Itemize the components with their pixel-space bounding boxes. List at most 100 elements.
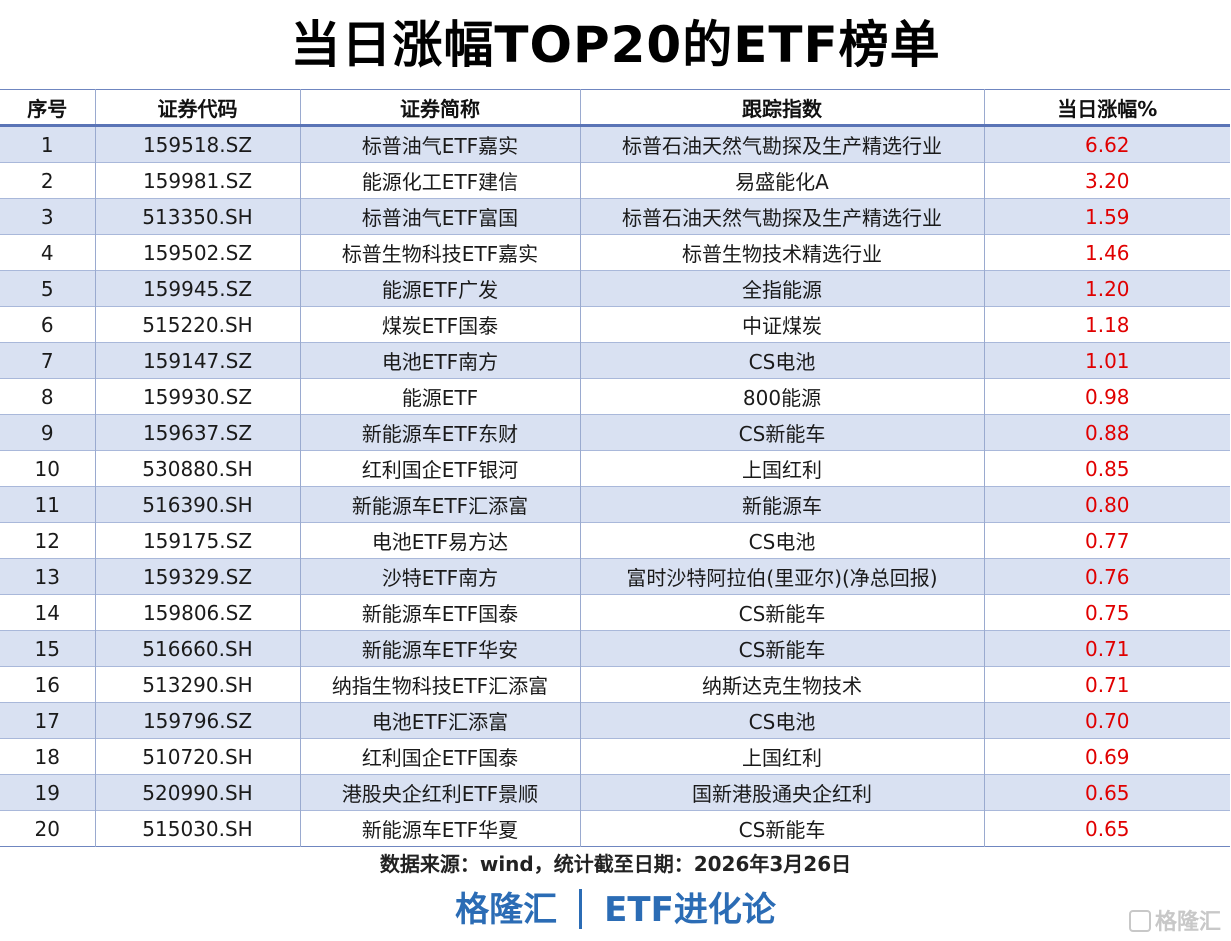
brand-column-name: ETF进化论 xyxy=(604,890,776,930)
daily-change-cell: 3.20 xyxy=(1084,168,1130,193)
table-row: 4 159502.SZ 标普生物科技ETF嘉实 标普生物技术精选行业 1.46 xyxy=(0,234,1230,271)
security-name-cell: 标普生物科技ETF嘉实 xyxy=(300,234,581,271)
security-code-cell: 516660.SH xyxy=(95,630,301,667)
table-row: 3 513350.SH 标普油气ETF富国 标普石油天然气勘探及生产精选行业 1.59 xyxy=(0,198,1230,235)
brand-divider xyxy=(579,888,583,929)
daily-change-cell: 1.20 xyxy=(1084,276,1130,301)
rank-cell: 15 xyxy=(0,630,96,667)
security-code-cell: 513290.SH xyxy=(95,666,301,703)
security-code-cell: 516390.SH xyxy=(95,486,301,523)
rank-cell: 20 xyxy=(0,810,96,847)
tracking-index-cell: 纳斯达克生物技术 xyxy=(580,666,985,703)
security-code-cell: 159175.SZ xyxy=(95,522,301,559)
security-name-cell: 红利国企ETF国泰 xyxy=(300,738,581,775)
daily-change-cell: 0.69 xyxy=(1084,744,1130,769)
rank-cell: 12 xyxy=(0,522,96,559)
table-row: 16 513290.SH 纳指生物科技ETF汇添富 纳斯达克生物技术 0.71 xyxy=(0,666,1230,703)
table-row: 8 159930.SZ 能源ETF 800能源 0.98 xyxy=(0,378,1230,415)
tracking-index-cell: CS电池 xyxy=(580,522,985,559)
table-row: 13 159329.SZ 沙特ETF南方 富时沙特阿拉伯(里亚尔)(净总回报) 0.76 xyxy=(0,558,1230,595)
rank-cell: 10 xyxy=(0,450,96,487)
security-code-cell: 159796.SZ xyxy=(95,702,301,739)
data-source-note: 数据来源：wind，统计截至日期：2026年3月26日 xyxy=(379,852,852,876)
tracking-index-cell: CS新能车 xyxy=(580,594,985,631)
table-row: 12 159175.SZ 电池ETF易方达 CS电池 0.77 xyxy=(0,522,1230,559)
security-name-cell: 电池ETF南方 xyxy=(300,342,581,379)
tracking-index-cell: 标普石油天然气勘探及生产精选行业 xyxy=(580,125,985,163)
tracking-index-cell: 富时沙特阿拉伯(里亚尔)(净总回报) xyxy=(580,558,985,595)
security-name-cell: 新能源车ETF华安 xyxy=(300,630,581,667)
tracking-index-cell: CS新能车 xyxy=(580,810,985,847)
rank-cell: 18 xyxy=(0,738,96,775)
column-header-code: 证券代码 xyxy=(95,89,301,127)
daily-change-cell: 1.59 xyxy=(1084,204,1130,229)
daily-change-cell: 1.01 xyxy=(1084,348,1130,373)
table-row: 5 159945.SZ 能源ETF广发 全指能源 1.20 xyxy=(0,270,1230,307)
security-name-cell: 新能源车ETF东财 xyxy=(300,414,581,451)
security-name-cell: 新能源车ETF国泰 xyxy=(300,594,581,631)
table-row: 14 159806.SZ 新能源车ETF国泰 CS新能车 0.75 xyxy=(0,594,1230,631)
rank-cell: 4 xyxy=(0,234,96,271)
tracking-index-cell: CS电池 xyxy=(580,342,985,379)
column-header-rank: 序号 xyxy=(0,89,96,127)
security-name-cell: 港股央企红利ETF景顺 xyxy=(300,774,581,811)
tracking-index-cell: 中证煤炭 xyxy=(580,306,985,343)
tracking-index-cell: 全指能源 xyxy=(580,270,985,307)
security-code-cell: 159502.SZ xyxy=(95,234,301,271)
security-code-cell: 530880.SH xyxy=(95,450,301,487)
daily-change-cell: 0.75 xyxy=(1084,600,1130,625)
tracking-index-cell: CS电池 xyxy=(580,702,985,739)
security-name-cell: 红利国企ETF银河 xyxy=(300,450,581,487)
security-code-cell: 510720.SH xyxy=(95,738,301,775)
security-code-cell: 159981.SZ xyxy=(95,162,301,199)
security-code-cell: 159930.SZ xyxy=(95,378,301,415)
security-name-cell: 标普油气ETF富国 xyxy=(300,198,581,235)
rank-cell: 8 xyxy=(0,378,96,415)
daily-change-cell: 6.62 xyxy=(1084,132,1130,157)
security-name-cell: 标普油气ETF嘉实 xyxy=(300,125,581,163)
tracking-index-cell: 国新港股通央企红利 xyxy=(580,774,985,811)
table-header-row: 序号 证券代码 证券简称 跟踪指数 当日涨幅% xyxy=(0,89,1230,127)
security-code-cell: 515030.SH xyxy=(95,810,301,847)
security-name-cell: 能源化工ETF建信 xyxy=(300,162,581,199)
daily-change-cell: 0.98 xyxy=(1084,384,1130,409)
table-row: 11 516390.SH 新能源车ETF汇添富 新能源车 0.80 xyxy=(0,486,1230,523)
rank-cell: 9 xyxy=(0,414,96,451)
table-row: 6 515220.SH 煤炭ETF国泰 中证煤炭 1.18 xyxy=(0,306,1230,343)
security-name-cell: 纳指生物科技ETF汇添富 xyxy=(300,666,581,703)
daily-change-cell: 0.77 xyxy=(1084,528,1130,553)
security-code-cell: 515220.SH xyxy=(95,306,301,343)
daily-change-cell: 0.76 xyxy=(1084,564,1130,589)
tracking-index-cell: 易盛能化A xyxy=(580,162,985,199)
tracking-index-cell: 新能源车 xyxy=(580,486,985,523)
security-code-cell: 159147.SZ xyxy=(95,342,301,379)
watermark-text: 格隆汇 xyxy=(1154,910,1221,935)
table-row: 2 159981.SZ 能源化工ETF建信 易盛能化A 3.20 xyxy=(0,162,1230,199)
rank-cell: 1 xyxy=(0,125,96,163)
tracking-index-cell: 上国红利 xyxy=(580,738,985,775)
security-name-cell: 电池ETF易方达 xyxy=(300,522,581,559)
security-name-cell: 沙特ETF南方 xyxy=(300,558,581,595)
table-row: 19 520990.SH 港股央企红利ETF景顺 国新港股通央企红利 0.65 xyxy=(0,774,1230,811)
page-title: 当日涨幅TOP20的ETF榜单 xyxy=(290,16,941,74)
daily-change-cell: 0.85 xyxy=(1084,456,1130,481)
table-row: 17 159796.SZ 电池ETF汇添富 CS电池 0.70 xyxy=(0,702,1230,739)
watermark: 格隆汇 xyxy=(1128,904,1221,936)
table-row: 15 516660.SH 新能源车ETF华安 CS新能车 0.71 xyxy=(0,630,1230,667)
security-name-cell: 能源ETF xyxy=(300,378,581,415)
rank-cell: 19 xyxy=(0,774,96,811)
tracking-index-cell: 标普石油天然气勘探及生产精选行业 xyxy=(580,198,985,235)
daily-change-cell: 1.18 xyxy=(1084,312,1130,337)
tracking-index-cell: 上国红利 xyxy=(580,450,985,487)
rank-cell: 3 xyxy=(0,198,96,235)
rank-cell: 14 xyxy=(0,594,96,631)
security-name-cell: 煤炭ETF国泰 xyxy=(300,306,581,343)
daily-change-cell: 0.88 xyxy=(1084,420,1130,445)
daily-change-cell: 0.70 xyxy=(1084,708,1130,733)
security-code-cell: 513350.SH xyxy=(95,198,301,235)
table-row: 10 530880.SH 红利国企ETF银河 上国红利 0.85 xyxy=(0,450,1230,487)
security-code-cell: 159329.SZ xyxy=(95,558,301,595)
column-header-change: 当日涨幅% xyxy=(984,89,1230,127)
brand-name: 格隆汇 xyxy=(455,890,558,930)
rank-cell: 13 xyxy=(0,558,96,595)
